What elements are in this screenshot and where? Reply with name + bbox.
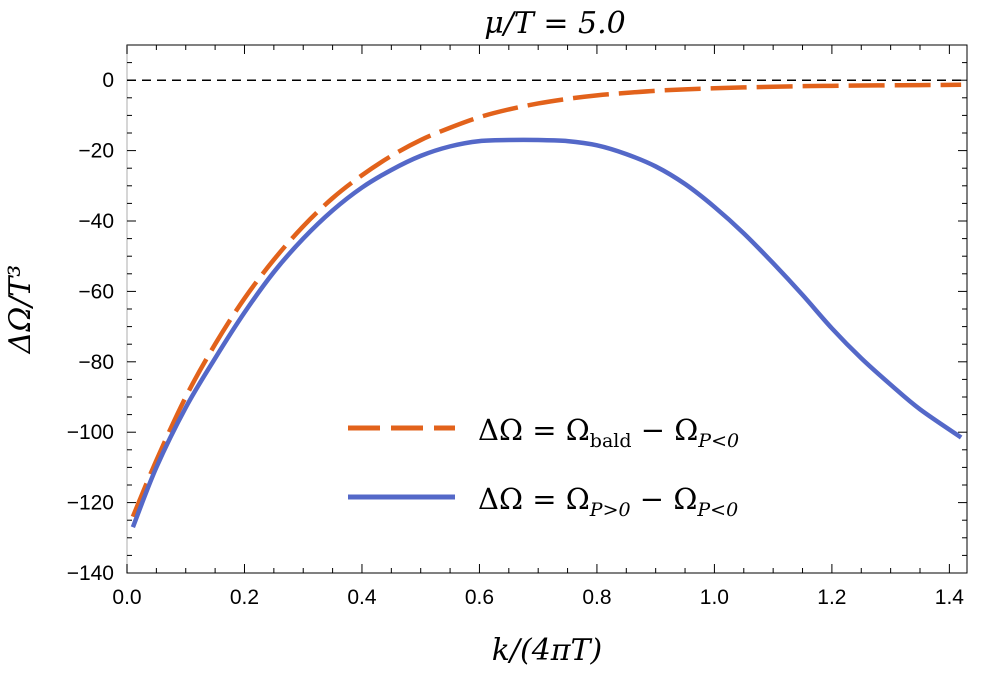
y-tick-label: −60 [78, 280, 114, 303]
chart-title: μ/T = 5.0 [484, 6, 626, 41]
series-line-pgt0 [130, 137, 963, 529]
legend: ΔΩ = Ωbald − ΩP<0 ΔΩ = ΩP>0 − ΩP<0 [348, 413, 739, 521]
series-group [130, 82, 963, 529]
x-tick-label: 0.0 [112, 586, 141, 609]
x-tick-label: 1.4 [935, 586, 965, 609]
x-tick-label: 0.4 [347, 586, 377, 609]
y-axis-label: ΔΩ/T³ [3, 265, 38, 355]
y-tick-label: −120 [67, 492, 114, 515]
y-tick-label: 0 [102, 69, 114, 92]
legend-label-bald: ΔΩ = Ωbald − ΩP<0 [478, 413, 739, 452]
x-tick-label: 1.2 [817, 586, 846, 609]
x-axis-label: k/(4πT) [492, 633, 603, 668]
x-tick-label: 0.2 [230, 586, 259, 609]
x-tick-label: 1.0 [700, 586, 729, 609]
y-tick-label: −140 [67, 562, 114, 585]
y-tick-label: −100 [67, 421, 114, 444]
legend-label-pgt0: ΔΩ = ΩP>0 − ΩP<0 [478, 482, 738, 521]
y-tick-label: −40 [78, 210, 114, 233]
x-tick-label: 0.8 [582, 586, 611, 609]
axis-ticks [126, 45, 967, 574]
series-line-bald [130, 82, 962, 518]
y-tick-label: −80 [78, 351, 114, 374]
y-tick-label: −20 [78, 140, 114, 163]
axis-tick-labels: 0.0 0.2 0.4 0.6 0.8 1.0 1.2 1.4 0 −20 −40 −60 −80 −10… [67, 69, 965, 609]
x-tick-label: 0.6 [465, 586, 494, 609]
